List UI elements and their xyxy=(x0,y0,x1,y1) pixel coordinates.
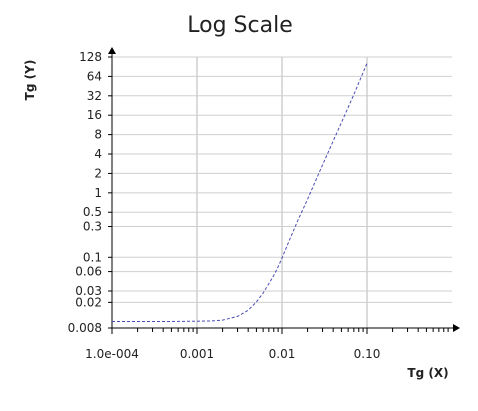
series-group xyxy=(112,63,368,322)
grid xyxy=(112,56,452,329)
y-tick-label: 0.06 xyxy=(75,265,102,279)
y-tick-label: 0.008 xyxy=(68,321,102,335)
x-tick-label: 0.10 xyxy=(354,347,381,361)
y-tick-label: 0.02 xyxy=(75,295,102,309)
x-tick-label: 0.01 xyxy=(269,347,296,361)
x-axis-arrow xyxy=(453,324,460,332)
y-tick-label: 16 xyxy=(87,108,102,122)
y-axis-label: Tg (Y) xyxy=(23,60,37,101)
x-tick-labels: 1.0e-004 0.001 0.01 0.10 xyxy=(85,347,380,361)
y-tick-label: 2 xyxy=(94,166,102,180)
y-tick-label: 4 xyxy=(94,147,102,161)
x-axis-label: Tg (X) xyxy=(407,366,448,380)
y-tick-label: 128 xyxy=(79,50,102,64)
y-tick-labels: 128 64 32 16 8 4 2 1 0.50.3 0.10.06 0.030.02 0.008 xyxy=(68,50,102,335)
y-tick-label: 64 xyxy=(87,69,102,83)
y-tick-label: 0.1 xyxy=(83,250,102,264)
y-tick-label: 0.03 xyxy=(75,284,102,298)
y-tick-label: 32 xyxy=(87,89,102,103)
series-line xyxy=(112,63,368,322)
y-tick-label: 1 xyxy=(94,186,102,200)
axes xyxy=(108,47,460,334)
y-axis-arrow xyxy=(108,47,116,54)
x-tick-label: 1.0e-004 xyxy=(85,347,139,361)
chart-title: Log Scale xyxy=(187,13,292,38)
y-tick-label: 0.5 xyxy=(83,205,102,219)
y-tick-label: 8 xyxy=(94,128,102,142)
y-tick-label: 0.3 xyxy=(83,220,102,234)
x-tick-label: 0.001 xyxy=(180,347,214,361)
